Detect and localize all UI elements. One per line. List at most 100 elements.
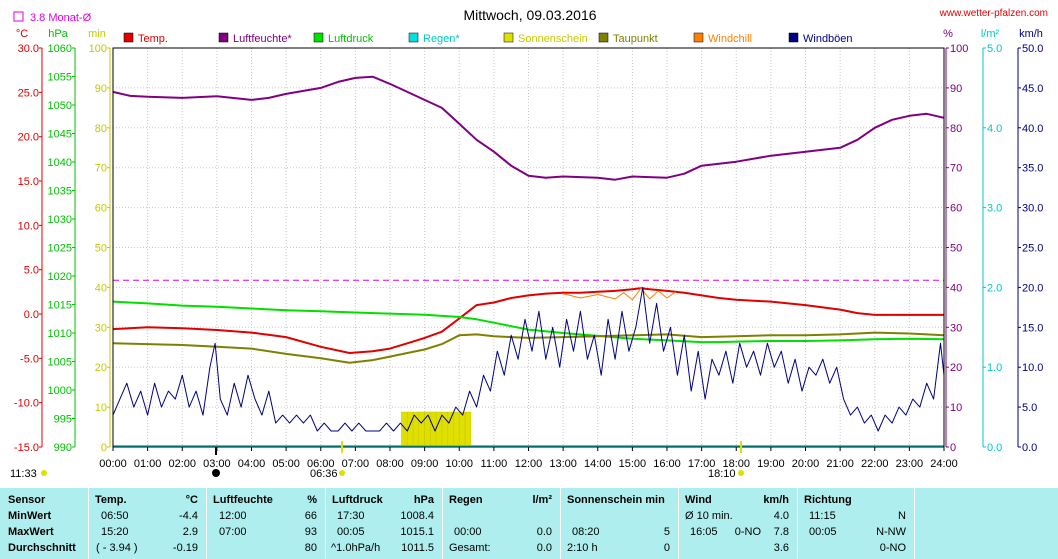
wind-axis-tick-label: 0.0 bbox=[1022, 442, 1037, 454]
temp-axis-tick-label: 30.0 bbox=[18, 43, 39, 55]
pressure-axis-tick-label: 1035 bbox=[48, 186, 72, 198]
x-tick-label: 18:00 bbox=[722, 458, 750, 470]
stats-row-label: Durchschnitt bbox=[8, 542, 76, 554]
stats-header-press-unit: hPa bbox=[413, 494, 434, 506]
stats-sun-val: 5 bbox=[663, 526, 670, 538]
series-lines bbox=[112, 75, 945, 447]
wind-axis-tick-label: 50.0 bbox=[1022, 43, 1043, 55]
x-tick-label: 03:00 bbox=[203, 458, 231, 470]
rain-axis-tick-label: 1.0 bbox=[987, 362, 1002, 374]
stats-press-val: 1008.4 bbox=[400, 510, 434, 522]
pressure-axis-tick-label: 1020 bbox=[48, 271, 72, 283]
humidity-axis-tick-label: 70 bbox=[950, 163, 962, 175]
grid bbox=[113, 48, 944, 447]
series-temp bbox=[112, 287, 944, 354]
wind-axis-tick-label: 20.0 bbox=[1022, 282, 1043, 294]
rain-axis-tick-label: 5.0 bbox=[987, 43, 1002, 55]
stats-dir-val: 0-NO bbox=[879, 542, 906, 554]
sunshine-bar bbox=[447, 411, 454, 448]
rain-axis-tick-label: 4.0 bbox=[987, 123, 1002, 135]
sun-axis-tick-label: 20 bbox=[95, 362, 107, 374]
pressure-axis-tick-label: 1005 bbox=[48, 357, 72, 369]
tick-labels: 00:00 01:00 02:00 03:00 04:00 05:00 06:00 07:00… bbox=[14, 43, 1044, 470]
stats-row-max: MaxWert 15:20 2.9 07:00 93 00:05 1015.1 … bbox=[0, 524, 1058, 540]
unit-kmh: km/h bbox=[1019, 28, 1043, 40]
stats-header-hum-unit: % bbox=[307, 494, 317, 506]
sun-axis-tick-label: 30 bbox=[95, 322, 107, 334]
unit-hpa: hPa bbox=[48, 28, 68, 40]
sunshine-bars bbox=[401, 411, 472, 448]
humidity-axis-tick-label: 90 bbox=[950, 83, 962, 95]
stats-header-sun: Sonnenschein min bbox=[567, 494, 665, 506]
legend-swatch bbox=[313, 32, 324, 43]
rain-axis-tick-label: 0.0 bbox=[987, 442, 1002, 454]
stats-rain-time: Gesamt: bbox=[449, 542, 491, 554]
humidity-axis-tick-label: 60 bbox=[950, 203, 962, 215]
stats-header-dir: Richtung bbox=[804, 494, 852, 506]
wind-axis-tick-label: 40.0 bbox=[1022, 123, 1043, 135]
pressure-axis-tick-label: 990 bbox=[54, 442, 72, 454]
wind-axis-tick-label: 25.0 bbox=[1022, 243, 1043, 255]
x-tick-label: 13:00 bbox=[549, 458, 577, 470]
legend-label: Windchill bbox=[708, 33, 752, 45]
sun-axis-tick-label: 90 bbox=[95, 83, 107, 95]
legend-swatch bbox=[598, 32, 609, 43]
temp-axis-tick-label: 0.0 bbox=[24, 309, 39, 321]
stats-press-time: 17:30 bbox=[337, 510, 365, 522]
sunshine-bar bbox=[418, 411, 425, 448]
stats-header-temp: Temp. bbox=[95, 494, 127, 506]
x-tick-label: 21:00 bbox=[826, 458, 854, 470]
unit-lm2: l/m² bbox=[981, 28, 1000, 40]
website-link[interactable]: www.wetter-pfalzen.com bbox=[939, 8, 1048, 19]
stats-sun-time: 2:10 h bbox=[567, 542, 598, 554]
stats-divider bbox=[206, 488, 207, 559]
sunshine-bar bbox=[464, 411, 472, 448]
sun-axis-tick-label: 70 bbox=[95, 163, 107, 175]
x-tick-label: 05:00 bbox=[272, 458, 300, 470]
humidity-axis-tick-label: 80 bbox=[950, 123, 962, 135]
legend-label: Regen* bbox=[423, 33, 460, 45]
stats-header-wind: Wind bbox=[685, 494, 712, 506]
x-tick-label: 16:00 bbox=[653, 458, 681, 470]
humidity-axis-tick-label: 30 bbox=[950, 322, 962, 334]
rain-axis-tick-label: 2.0 bbox=[987, 282, 1002, 294]
moonset-icon bbox=[41, 470, 47, 476]
humidity-axis-tick-label: 20 bbox=[950, 362, 962, 374]
stats-row-label: MinWert bbox=[8, 510, 52, 522]
legend-swatch bbox=[503, 32, 514, 43]
legend-label: Luftdruck bbox=[328, 33, 374, 45]
stats-wind-extra: 0-NO bbox=[734, 526, 761, 538]
wind-axis-tick-label: 5.0 bbox=[1022, 402, 1037, 414]
sunset-icon bbox=[738, 470, 744, 476]
stats-header-sensor: Sensor bbox=[8, 494, 46, 506]
temp-axis-tick-label: -15.0 bbox=[14, 442, 39, 454]
stats-rain-val: 0.0 bbox=[536, 542, 552, 554]
pressure-axis-tick-label: 1030 bbox=[48, 214, 72, 226]
sunrise-time: 06:36 bbox=[310, 468, 338, 480]
stats-divider bbox=[678, 488, 679, 559]
stats-dir-time: 00:05 bbox=[809, 526, 837, 538]
stats-table: Sensor Temp. °C Luftfeuchte % Luftdruck … bbox=[0, 488, 1058, 559]
pressure-axis-tick-label: 1060 bbox=[48, 43, 72, 55]
legend-swatch bbox=[408, 32, 419, 43]
pressure-axis-tick-label: 995 bbox=[54, 414, 72, 426]
stats-divider bbox=[914, 488, 915, 559]
legend-label: Temp. bbox=[138, 33, 168, 45]
temp-axis-tick-label: 5.0 bbox=[24, 265, 39, 277]
pressure-axis-tick-label: 1040 bbox=[48, 157, 72, 169]
moon-icon bbox=[212, 469, 220, 477]
monat-label: 3.8 Monat-Ø bbox=[30, 12, 92, 24]
monat-checkbox[interactable] bbox=[13, 11, 24, 22]
stats-wind-time: Ø 10 min. bbox=[685, 510, 733, 522]
temp-axis-tick-label: 15.0 bbox=[18, 176, 39, 188]
pressure-axis-tick-label: 1050 bbox=[48, 100, 72, 112]
sunset-time: 18:10 bbox=[708, 468, 736, 480]
humidity-axis-tick-label: 10 bbox=[950, 402, 962, 414]
sun-axis-tick-label: 80 bbox=[95, 123, 107, 135]
unit-celsius: °C bbox=[16, 28, 28, 40]
legend-label: Taupunkt bbox=[613, 33, 658, 45]
stats-header-rain: Regen bbox=[449, 494, 483, 506]
sun-axis-tick-label: 100 bbox=[89, 43, 107, 55]
chart-title: Mittwoch, 09.03.2016 bbox=[463, 7, 596, 23]
pressure-axis-tick-label: 1055 bbox=[48, 72, 72, 84]
